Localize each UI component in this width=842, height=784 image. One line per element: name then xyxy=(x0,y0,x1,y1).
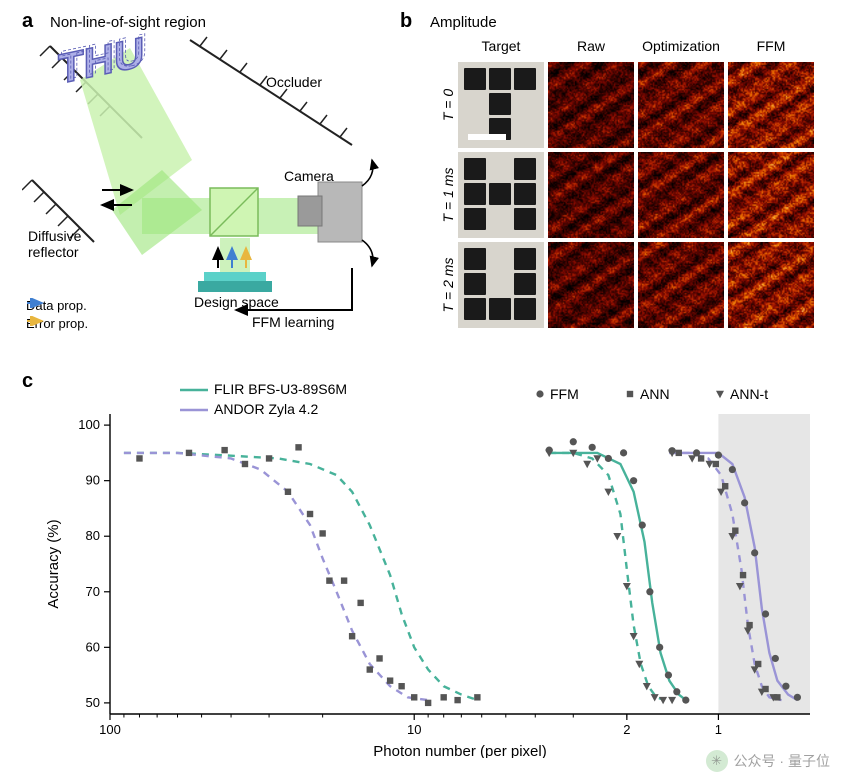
camera-label: Camera xyxy=(284,168,334,184)
panel-a: a Non-line-of-sight region xyxy=(22,10,382,340)
thermal-cell xyxy=(548,62,634,148)
panel-c: c 50607080901001001021Photon number (per… xyxy=(22,370,822,758)
slm-top xyxy=(204,272,266,281)
watermark-icon: ✳ xyxy=(706,750,728,772)
target-cell xyxy=(458,242,544,328)
svg-text:80: 80 xyxy=(86,528,100,543)
svg-text:10: 10 xyxy=(407,722,421,737)
panel-b-label: b xyxy=(400,10,412,33)
thermal-cell xyxy=(728,242,814,328)
thermal-cell xyxy=(638,152,724,238)
svg-text:50: 50 xyxy=(86,695,100,710)
row-head-0: T = 0 xyxy=(440,62,456,148)
beamsplitter xyxy=(210,188,258,236)
svg-text:ANN: ANN xyxy=(640,386,670,402)
watermark-text: 公众号 · 量子位 xyxy=(734,751,830,771)
svg-text:70: 70 xyxy=(86,584,100,599)
panel-b-title: Amplitude xyxy=(430,14,497,31)
ffm-learning-label: FFM learning xyxy=(252,314,334,330)
legend-error-prop: Error prop. xyxy=(26,316,88,331)
panel-b: b Amplitude Target Raw Optimization FFM … xyxy=(400,10,830,340)
svg-text:Accuracy (%): Accuracy (%) xyxy=(45,519,62,608)
svg-text:100: 100 xyxy=(99,722,121,737)
thermal-cell xyxy=(548,152,634,238)
legend-data-prop: Data prop. xyxy=(26,298,87,313)
diffusive-reflector-label: Diffusive reflector xyxy=(28,228,81,260)
svg-text:90: 90 xyxy=(86,473,100,488)
col-head-optimization: Optimization xyxy=(638,38,724,54)
thermal-cell xyxy=(728,62,814,148)
svg-text:FLIR BFS-U3-89S6M: FLIR BFS-U3-89S6M xyxy=(214,381,347,397)
thermal-cell xyxy=(728,152,814,238)
svg-text:FFM: FFM xyxy=(550,386,579,402)
svg-text:ANDOR Zyla 4.2: ANDOR Zyla 4.2 xyxy=(214,401,318,417)
figure: a Non-line-of-sight region xyxy=(0,0,842,784)
accuracy-chart: 50 60 70 80 90 100 100 10 2 1 Photon number (per p… xyxy=(22,370,822,758)
occluder-label: Occluder xyxy=(266,74,322,90)
thermal-cell xyxy=(638,242,724,328)
svg-text:60: 60 xyxy=(86,639,100,654)
row-head-1: T = 1 ms xyxy=(440,152,456,238)
target-cell xyxy=(458,62,544,148)
col-head-target: Target xyxy=(458,38,544,54)
svg-text:Photon number (per pixel): Photon number (per pixel) xyxy=(373,743,546,758)
svg-text:ANN-t: ANN-t xyxy=(730,386,768,402)
camera-curve-arrow-2 xyxy=(362,240,373,266)
svg-text:1: 1 xyxy=(715,722,722,737)
target-cell xyxy=(458,152,544,238)
panel-b-grid xyxy=(458,62,814,328)
slm-bottom xyxy=(198,281,272,292)
camera-curve-arrow-1 xyxy=(362,160,373,186)
watermark: ✳ 公众号 · 量子位 xyxy=(706,750,830,772)
row-head-2: T = 2 ms xyxy=(440,242,456,328)
svg-text:2: 2 xyxy=(623,722,630,737)
design-space-label: Design space xyxy=(194,294,279,310)
occluder-wall xyxy=(190,37,352,145)
col-head-raw: Raw xyxy=(548,38,634,54)
svg-text:100: 100 xyxy=(78,417,100,432)
col-head-ffm: FFM xyxy=(728,38,814,54)
thermal-cell xyxy=(638,62,724,148)
thermal-cell xyxy=(548,242,634,328)
